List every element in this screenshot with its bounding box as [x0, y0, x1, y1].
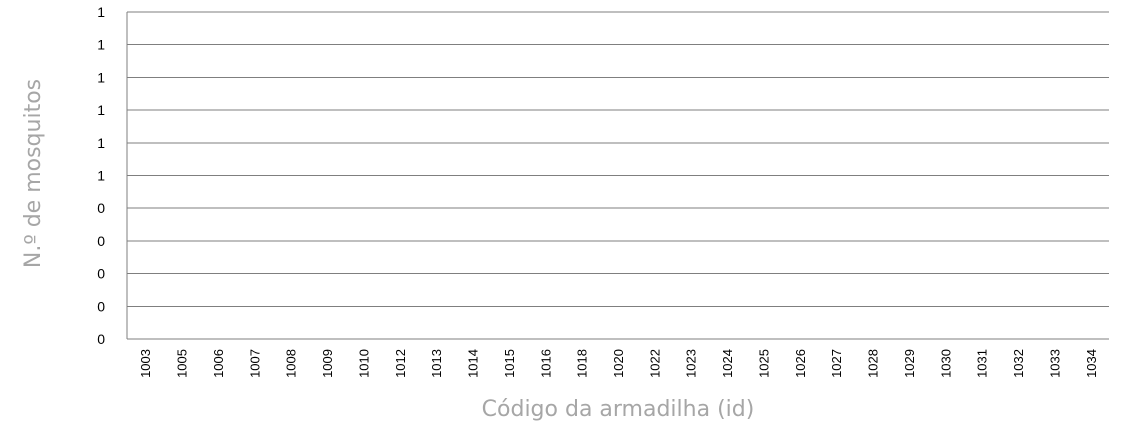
- x-tick-label: 1028: [866, 349, 881, 378]
- x-tick-label: 1013: [429, 349, 444, 378]
- x-tick-label: 1014: [466, 349, 481, 378]
- x-tick-labels: 1003 1005 1006 1007 1008 1009 1010 1012 1013 1014…: [138, 349, 1099, 378]
- x-tick-label: 1012: [393, 349, 408, 378]
- x-tick-label: 1005: [175, 349, 190, 378]
- y-tick-label: 0: [97, 331, 105, 347]
- x-tick-label: 1030: [938, 349, 953, 378]
- y-tick-label: 0: [97, 200, 105, 216]
- x-tick-label: 1007: [247, 349, 262, 378]
- y-tick-label: 1: [97, 69, 105, 85]
- x-tick-label: 1018: [575, 349, 590, 378]
- x-tick-label: 1016: [538, 349, 553, 378]
- y-tick-label: 0: [97, 233, 105, 249]
- x-tick-label: 1024: [720, 349, 735, 378]
- x-tick-label: 1003: [138, 349, 153, 378]
- y-tick-label: 1: [97, 102, 105, 118]
- x-tick-label: 1020: [611, 349, 626, 378]
- y-tick-label: 0: [97, 266, 105, 282]
- x-tick-label: 1031: [975, 349, 990, 378]
- y-tick-label: 1: [97, 135, 105, 151]
- y-tick-label: 1: [97, 168, 105, 184]
- x-tick-label: 1025: [756, 349, 771, 378]
- y-tick-label: 0: [97, 298, 105, 314]
- x-tick-label: 1032: [1011, 349, 1026, 378]
- x-tick-label: 1008: [284, 349, 299, 378]
- x-tick-label: 1033: [1047, 349, 1062, 378]
- y-tick-label: 1: [97, 37, 105, 53]
- gridlines: [127, 11, 1109, 307]
- y-axis-title: N.º de mosquitos: [21, 79, 46, 268]
- x-tick-label: 1009: [320, 349, 335, 378]
- y-tick-label: 1: [97, 4, 105, 20]
- x-tick-label: 1027: [829, 349, 844, 378]
- x-tick-label: 1010: [356, 349, 371, 378]
- x-tick-label: 1015: [502, 349, 517, 378]
- x-tick-label: 1023: [684, 349, 699, 378]
- x-tick-label: 1026: [793, 349, 808, 378]
- x-axis-title: Código da armadilha (id): [482, 397, 755, 422]
- x-tick-label: 1029: [902, 349, 917, 378]
- x-tick-label: 1034: [1084, 349, 1099, 378]
- y-tick-labels: 0 0 0 0 0 1 1 1 1 1 1: [97, 4, 105, 347]
- x-tick-label: 1022: [647, 349, 662, 378]
- x-tick-label: 1006: [211, 349, 226, 378]
